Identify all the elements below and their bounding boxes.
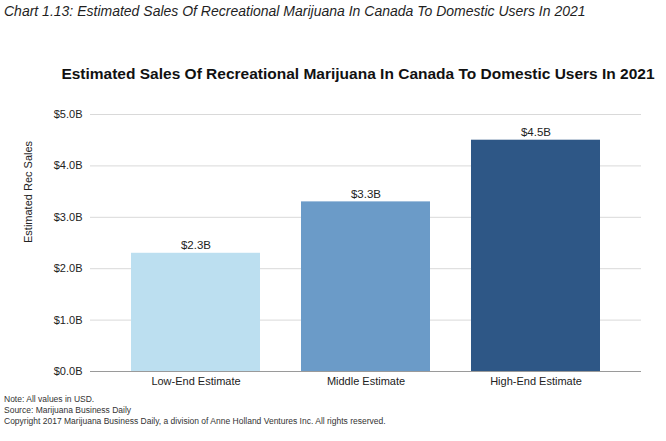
svg-text:$4.5B: $4.5B xyxy=(521,126,551,138)
html-text:Estimated Sales Of Recreationa: Estimated Sales Of Recreational Marijuan… xyxy=(61,65,655,82)
html-text:Copyright 2017 Marijuana Busin: Copyright 2017 Marijuana Business Daily,… xyxy=(4,416,386,426)
svg-text:$3.3B: $3.3B xyxy=(351,188,381,200)
html-text:Note: All values in USD.: Note: All values in USD. xyxy=(4,394,95,404)
svg-text:$5.0B: $5.0B xyxy=(54,108,83,120)
svg-text:$1.0B: $1.0B xyxy=(54,314,83,326)
svg-text:Estimated Rec Sales: Estimated Rec Sales xyxy=(22,140,34,243)
svg-text:Low-End Estimate: Low-End Estimate xyxy=(151,375,240,387)
html-text:Source: Marijuana Business Dai: Source: Marijuana Business Daily xyxy=(4,405,132,415)
html-text:Chart 1.13: Estimated Sales Of: Chart 1.13: Estimated Sales Of Recreatio… xyxy=(4,3,586,19)
svg-text:$2.3B: $2.3B xyxy=(181,239,211,251)
svg-text:$3.0B: $3.0B xyxy=(54,211,83,223)
svg-text:High-End Estimate: High-End Estimate xyxy=(490,375,582,387)
svg-text:Middle Estimate: Middle Estimate xyxy=(327,375,405,387)
svg-text:$2.0B: $2.0B xyxy=(54,262,83,274)
svg-text:$4.0B: $4.0B xyxy=(54,159,83,171)
svg-text:$0.0B: $0.0B xyxy=(54,365,83,377)
